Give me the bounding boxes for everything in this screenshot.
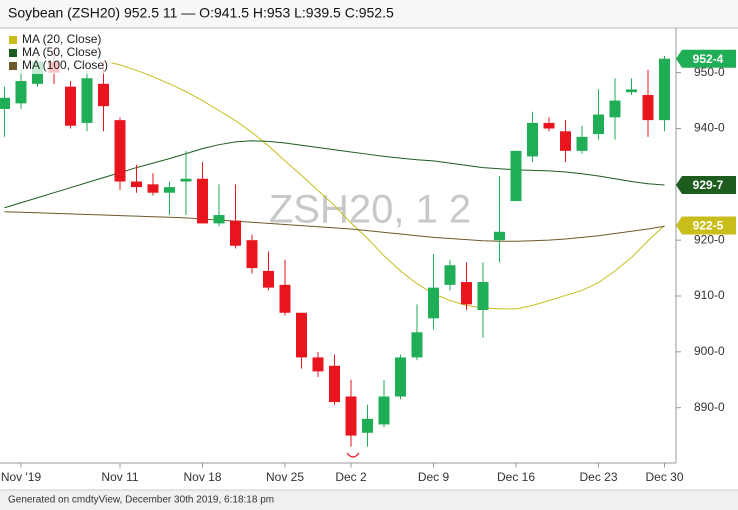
x-tick-label: Nov 11 (101, 470, 138, 484)
x-tick-label: Nov 18 (183, 470, 221, 484)
candle-body (312, 357, 324, 372)
legend-swatch (9, 62, 17, 70)
candle-body (230, 220, 241, 246)
y-tick-label: 910-0 (694, 288, 725, 302)
legend-background (4, 32, 112, 74)
plot-area (0, 50, 670, 447)
candle-body (477, 282, 489, 310)
legend-swatch (9, 36, 17, 44)
x-tick-label: Dec 23 (579, 470, 617, 484)
x-tick-label: Dec 16 (497, 470, 535, 484)
candle-body (329, 365, 340, 403)
y-tick-label: 920-0 (694, 232, 725, 246)
x-tick-label: Dec 9 (418, 470, 450, 484)
candle-body (626, 89, 637, 93)
candle-body (362, 418, 373, 433)
price-tag-label: 922-5 (693, 219, 724, 233)
candle-body (246, 240, 258, 269)
legend-label: MA (50, Close) (22, 45, 101, 59)
candle-body (131, 181, 142, 188)
candle-body (510, 150, 522, 202)
candle-body (428, 287, 439, 319)
candle-body (543, 122, 555, 129)
candle-body (642, 95, 654, 121)
candle-body (180, 178, 192, 182)
low-marker (346, 452, 360, 458)
header (0, 0, 738, 28)
candle-body (345, 396, 357, 436)
price-tag (676, 176, 736, 195)
candle-body (147, 184, 159, 193)
candle-body (378, 396, 390, 425)
candle-body (98, 83, 109, 107)
candle-body (461, 282, 472, 305)
candle-body (560, 131, 571, 151)
legend-label: MA (20, Close) (22, 32, 101, 46)
candle-body (395, 357, 406, 397)
candle-body (0, 97, 10, 109)
candle-body (444, 265, 456, 285)
chart-title: Soybean (ZSH20) 952.5 11 — O:941.5 H:953… (8, 5, 394, 21)
ma-line (4, 211, 665, 242)
legend-label: MA (100, Close) (22, 58, 108, 72)
candle-body (213, 215, 225, 224)
footer-bar (0, 490, 738, 510)
candle-body (411, 332, 423, 358)
legend-swatch (9, 49, 17, 57)
candle-body (197, 178, 208, 224)
price-tag (676, 49, 736, 68)
price-tag-label: 929-7 (693, 178, 724, 192)
y-tick-label: 900-0 (694, 344, 725, 358)
candle-body (263, 270, 274, 288)
y-tick-label: 940-0 (694, 121, 725, 135)
candle-body (15, 81, 27, 104)
candle-body (81, 78, 93, 123)
candle-body (609, 100, 621, 118)
x-tick-label: Dec 30 (645, 470, 683, 484)
footer-text: Generated on cmdtyView, December 30th 20… (8, 495, 274, 506)
x-tick-label: Dec 2 (335, 470, 367, 484)
candle-body (296, 312, 307, 358)
y-tick-label: 950-0 (694, 65, 725, 79)
candle-body (527, 122, 538, 157)
candle-body (279, 284, 291, 313)
candle-body (114, 120, 126, 182)
candle-body (164, 187, 175, 193)
candle-body (65, 86, 76, 126)
x-tick-label: Nov 25 (266, 470, 304, 484)
x-tick-label: Nov '19 (1, 470, 42, 484)
price-tag (676, 216, 736, 235)
ma-line (103, 60, 665, 310)
y-tick-label: 890-0 (694, 400, 725, 414)
watermark: ZSH20, 1 2 (269, 188, 471, 232)
price-tag-label: 952-4 (693, 52, 724, 66)
candle-body (593, 114, 604, 135)
candle-body (576, 136, 588, 151)
candle-body (659, 58, 670, 121)
candle-body (494, 231, 505, 241)
